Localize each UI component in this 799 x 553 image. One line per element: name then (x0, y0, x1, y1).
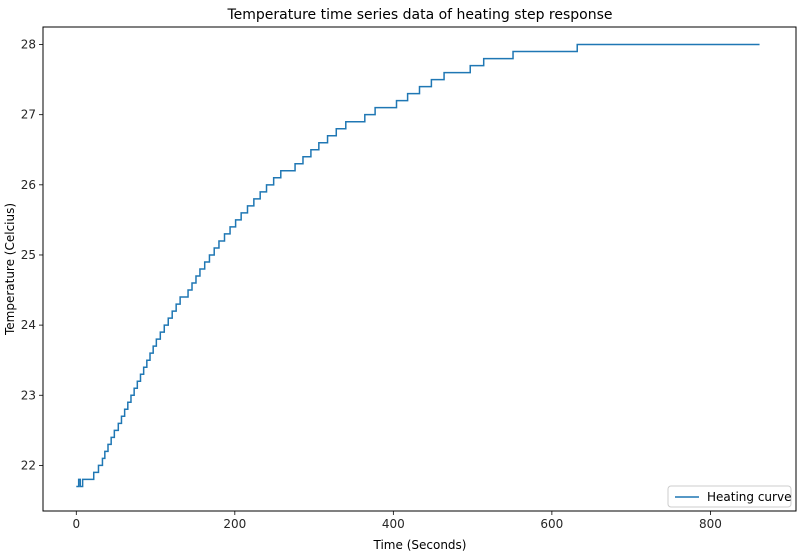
series-line-heating-curve (76, 43, 760, 488)
y-tick-label: 25 (21, 248, 36, 262)
legend-label: Heating curve (707, 490, 791, 504)
x-axis-label: Time (Seconds) (373, 538, 467, 552)
y-tick-label: 22 (21, 458, 36, 472)
y-axis: 22 23 24 25 26 27 28 (21, 38, 43, 472)
y-tick-label: 24 (21, 318, 36, 332)
x-axis: 0 200 400 600 800 (72, 511, 722, 531)
legend: Heating curve (667, 485, 792, 508)
x-tick-label: 400 (382, 517, 405, 531)
plot-area (42, 26, 797, 512)
x-tick-label: 600 (540, 517, 563, 531)
y-tick-label: 28 (21, 38, 36, 52)
x-tick-label: 200 (223, 517, 246, 531)
legend-box (667, 485, 792, 508)
x-tick-label: 800 (699, 517, 722, 531)
y-tick-label: 26 (21, 178, 36, 192)
y-axis-label: Temperature (Celcius) (3, 203, 17, 336)
chart-title: Temperature time series data of heating … (226, 7, 612, 23)
y-tick-label: 27 (21, 108, 36, 122)
y-tick-label: 23 (21, 388, 36, 402)
x-tick-label: 0 (72, 517, 80, 531)
